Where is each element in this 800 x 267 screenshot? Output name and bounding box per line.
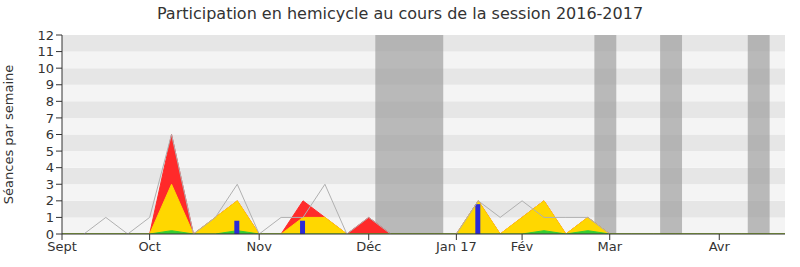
- svg-text:3: 3: [46, 177, 54, 192]
- svg-text:Sept: Sept: [47, 239, 77, 255]
- svg-text:Jan 17: Jan 17: [435, 239, 477, 254]
- svg-text:Oct: Oct: [138, 239, 160, 254]
- svg-text:7: 7: [46, 111, 54, 126]
- svg-text:1: 1: [46, 210, 54, 225]
- svg-text:6: 6: [46, 127, 54, 142]
- svg-text:4: 4: [46, 160, 54, 175]
- svg-text:Avr: Avr: [709, 239, 731, 254]
- svg-text:8: 8: [46, 94, 54, 109]
- svg-text:5: 5: [46, 144, 54, 159]
- svg-text:12: 12: [37, 28, 54, 43]
- svg-text:9: 9: [46, 77, 54, 92]
- svg-text:Nov: Nov: [246, 239, 272, 254]
- svg-text:Mar: Mar: [597, 239, 622, 254]
- svg-text:10: 10: [37, 61, 54, 76]
- svg-text:0: 0: [46, 227, 54, 242]
- svg-text:11: 11: [37, 44, 54, 59]
- svg-text:Fév: Fév: [511, 239, 534, 254]
- svg-text:2: 2: [46, 193, 54, 208]
- html-text:Participation en hemicycle au: Participation en hemicycle au cours de l…: [156, 4, 644, 23]
- svg-text:Séances par semaine: Séances par semaine: [8, 65, 16, 204]
- svg-text:Déc: Déc: [356, 239, 381, 254]
